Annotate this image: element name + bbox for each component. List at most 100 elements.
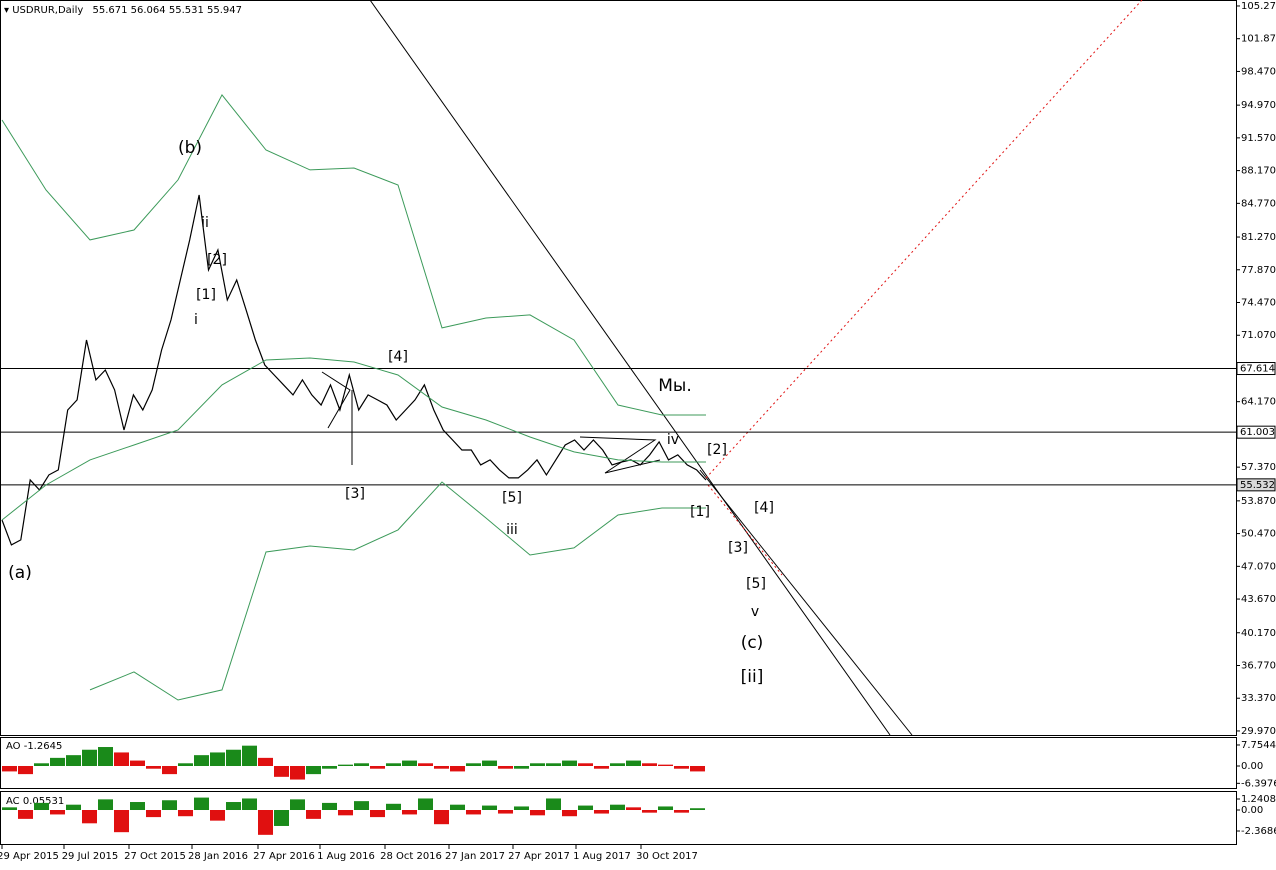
high: 56.064 [131,5,166,16]
histogram-bar [114,752,129,766]
wave-label: iii [506,522,518,538]
low: 55.531 [169,5,204,16]
y-tick-label: 36.770 [1241,660,1276,671]
y-tick-label: 84.770 [1241,198,1276,209]
y-tick-label: 7.7544 [1241,740,1276,751]
histogram-bar [482,805,497,811]
band-line [1,357,706,521]
histogram-bar [98,747,113,766]
y-tick-label: 33.370 [1241,693,1276,704]
histogram-bar [306,765,321,775]
wave-label: ii [201,215,209,231]
wave-label: [3] [728,540,748,556]
triangle-drawing [321,371,351,429]
wave-label: [4] [388,349,408,365]
histogram-bar [2,765,17,772]
wave-label: [5] [746,576,766,592]
histogram-bar [370,765,385,769]
y-tick-label: 40.170 [1241,628,1276,639]
histogram-bar [658,806,673,811]
y-tick-label: 53.870 [1241,496,1276,507]
wave-label: Мы. [658,376,692,396]
price-tag-label: 61.003 [1240,427,1275,438]
histogram-bar [434,810,449,825]
histogram-bar [258,757,273,766]
close: 55.947 [207,5,242,16]
histogram-bar [162,765,177,775]
y-tick-label: 74.470 [1241,298,1276,309]
symbol: USDRUR,Daily [12,5,83,16]
y-tick-label: 47.070 [1241,561,1276,572]
wave-label: (b) [178,138,202,158]
histogram-bar [98,799,113,811]
histogram-bar [18,765,33,775]
y-tick-label: 101.870 [1241,34,1276,45]
y-tick-label: 71.070 [1241,330,1276,341]
triangle-drawing [579,436,661,474]
histogram-bar [674,765,689,769]
histogram-bar [34,802,49,811]
histogram-bar [530,810,545,816]
band-line [89,481,706,701]
wave-label: [2] [207,252,227,268]
main-frame [0,0,1237,736]
histogram-bar [498,810,513,814]
wave-label: [1] [690,504,710,520]
wave-label: i [194,312,198,328]
histogram-bar [82,749,97,766]
trend-line [369,0,891,736]
histogram-bar [418,763,433,766]
histogram-bar [306,810,321,819]
y-tick-label: 98.470 [1241,66,1276,77]
histogram-bar [370,810,385,818]
wave-label: [3] [345,486,365,502]
projection-line [705,0,1143,479]
y-tick-label: -2.36862 [1241,826,1276,837]
y-tick-label: 81.270 [1241,232,1276,243]
x-tick-label: 29 Apr 2015 [0,851,59,862]
y-tick-label: 91.570 [1241,133,1276,144]
wave-label: [2] [707,442,727,458]
wave-label: [5] [502,490,522,506]
histogram-bar [594,810,609,814]
histogram-bar [466,810,481,815]
histogram-bar [498,765,513,769]
y-tick-label: 105.270 [1241,1,1276,12]
y-tick-label: 77.870 [1241,265,1276,276]
x-tick-label: 28 Jan 2016 [188,851,248,862]
y-tick-label: -6.3976 [1241,778,1276,789]
histogram-bar [674,810,689,813]
histogram-bar [178,810,193,817]
histogram-bar [210,752,225,766]
histogram-bar [114,810,129,833]
y-tick-label: 29.970 [1241,726,1276,737]
wave-label: [1] [196,287,216,303]
ac-title: AC 0.05531 [6,796,64,807]
y-tick-label: 50.470 [1241,529,1276,540]
histogram-bar [146,765,161,769]
price-tag [1236,362,1276,376]
histogram-bar [194,755,209,766]
histogram-bar [34,763,49,766]
histogram-bar [146,810,161,818]
histogram-bar [18,810,33,819]
histogram-bar [434,765,449,769]
histogram-bar [658,764,673,766]
histogram-bar [290,765,305,780]
y-tick-label: 94.970 [1241,100,1276,111]
histogram-bar [690,808,705,811]
wave-label: v [751,604,759,620]
histogram-bar [130,760,145,766]
histogram-bar [82,810,97,824]
histogram-bar [386,763,401,766]
wave-label: iv [667,432,679,448]
histogram-bar [322,765,337,769]
histogram-bar [610,763,625,766]
y-tick-label: 57.370 [1241,462,1276,473]
x-tick-label: 27 Jan 2017 [445,851,505,862]
histogram-bar [514,765,529,769]
wave-label: (c) [741,633,764,653]
histogram-bar [610,804,625,811]
x-tick-label: 27 Apr 2017 [508,851,570,862]
